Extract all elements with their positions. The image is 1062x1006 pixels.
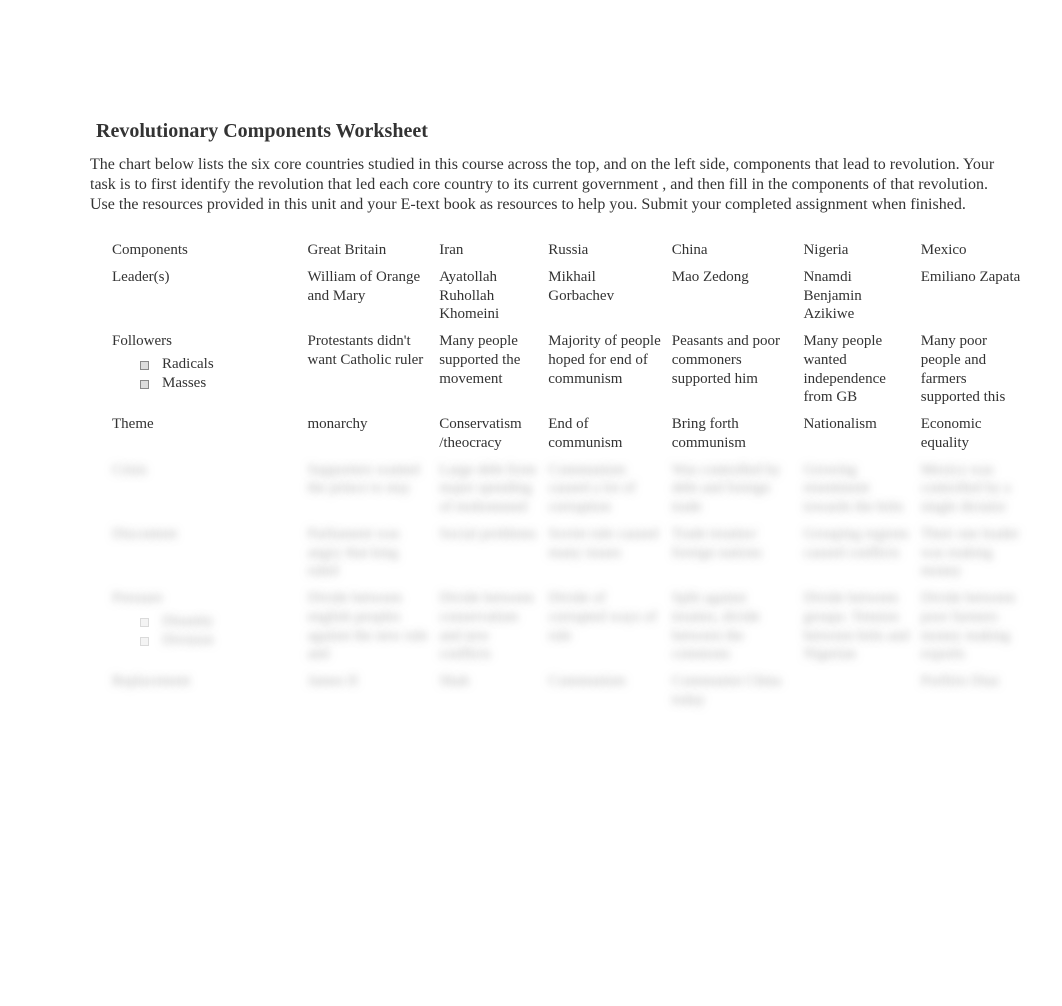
row-label-leaders: Leader(s) <box>108 266 304 330</box>
cell-replacement-iran: Shah <box>435 670 544 716</box>
cell-followers-gb: Protestants didn't want Catholic ruler <box>304 330 436 413</box>
cell-theme-mexico: Economic equality <box>917 413 1030 459</box>
cell-discontent-gb: Parliament was angry that king ruled <box>304 523 436 587</box>
bullet-masses: Masses <box>140 374 300 394</box>
col-header-gb: Great Britain <box>304 239 436 266</box>
cell-pressure-nigeria: Divide between groups. Tension between b… <box>799 587 916 670</box>
followers-bullets: Radicals Masses <box>112 355 300 394</box>
pressure-label: Pressure <box>112 590 163 606</box>
cell-followers-iran: Many people supported the movement <box>435 330 544 413</box>
cell-theme-nigeria: Nationalism <box>799 413 916 459</box>
pressure-bullets: Disunity Division <box>112 612 300 651</box>
cell-theme-gb: monarchy <box>304 413 436 459</box>
cell-leaders-mexico: Emiliano Zapata <box>917 266 1030 330</box>
cell-replacement-russia: Communism <box>544 670 667 716</box>
cell-crisis-china: Was controlled by debt and foreign trade <box>668 459 800 523</box>
table-row-pressure: Pressure Disunity Division Divide betwee… <box>108 587 1030 670</box>
cell-leaders-nigeria: Nnamdi Benjamin Azikiwe <box>799 266 916 330</box>
row-label-followers: Followers Radicals Masses <box>108 330 304 413</box>
cell-followers-mexico: Many poor people and farmers supported t… <box>917 330 1030 413</box>
cell-pressure-mexico: Divide between poor farmers money making… <box>917 587 1030 670</box>
cell-theme-china: Bring forth communism <box>668 413 800 459</box>
cell-followers-nigeria: Many people wanted independence from GB <box>799 330 916 413</box>
cell-theme-iran: Conservatism /theocracy <box>435 413 544 459</box>
table-row-crisis: Crisis Supporters wanted the prince to s… <box>108 459 1030 523</box>
cell-leaders-iran: Ayatollah Ruhollah Khomeini <box>435 266 544 330</box>
col-header-iran: Iran <box>435 239 544 266</box>
bullet-disunity: Disunity <box>140 612 300 632</box>
cell-pressure-iran: Divide between conservatism and new conf… <box>435 587 544 670</box>
table-row-replacement: Replacement James II Shah Communism Comm… <box>108 670 1030 716</box>
col-header-russia: Russia <box>544 239 667 266</box>
bullet-division: Division <box>140 631 300 651</box>
cell-leaders-russia: Mikhail Gorbachev <box>544 266 667 330</box>
instructions-text: The chart below lists the six core count… <box>90 155 1012 215</box>
row-label-crisis: Crisis <box>108 459 304 523</box>
followers-label: Followers <box>112 333 172 349</box>
cell-leaders-gb: William of Orange and Mary <box>304 266 436 330</box>
table-row-discontent: Discontent Parliament was angry that kin… <box>108 523 1030 587</box>
cell-discontent-iran: Social problems <box>435 523 544 587</box>
cell-replacement-gb: James II <box>304 670 436 716</box>
col-header-nigeria: Nigeria <box>799 239 916 266</box>
table-row-theme: Theme monarchy Conservatism /theocracy E… <box>108 413 1030 459</box>
col-header-components: Components <box>108 239 304 266</box>
cell-crisis-russia: Communism caused a lot of corruption <box>544 459 667 523</box>
cell-crisis-nigeria: Growing resentment towards the brits <box>799 459 916 523</box>
cell-discontent-russia: Soviet rule caused many issues <box>544 523 667 587</box>
components-table: Components Great Britain Iran Russia Chi… <box>108 239 1030 716</box>
cell-discontent-mexico: Their one leader was making money <box>917 523 1030 587</box>
table-row-leaders: Leader(s) William of Orange and Mary Aya… <box>108 266 1030 330</box>
cell-followers-russia: Majority of people hoped for end of comm… <box>544 330 667 413</box>
cell-replacement-nigeria <box>799 670 916 716</box>
col-header-mexico: Mexico <box>917 239 1030 266</box>
cell-pressure-russia: Divide of corrupted ways of rule <box>544 587 667 670</box>
cell-crisis-gb: Supporters wanted the prince to stay <box>304 459 436 523</box>
cell-leaders-china: Mao Zedong <box>668 266 800 330</box>
cell-discontent-nigeria: Grouping regions caused conflicts <box>799 523 916 587</box>
row-label-theme: Theme <box>108 413 304 459</box>
cell-theme-russia: End of communism <box>544 413 667 459</box>
page-title: Revolutionary Components Worksheet <box>96 120 1012 143</box>
cell-crisis-iran: Large debt from major spending of mohomm… <box>435 459 544 523</box>
cell-crisis-mexico: Mexico was controlled by a single dictat… <box>917 459 1030 523</box>
cell-pressure-china: Split against treaties, divide between t… <box>668 587 800 670</box>
table-header-row: Components Great Britain Iran Russia Chi… <box>108 239 1030 266</box>
row-label-pressure: Pressure Disunity Division <box>108 587 304 670</box>
bullet-radicals: Radicals <box>140 355 300 375</box>
table-row-followers: Followers Radicals Masses Protestants di… <box>108 330 1030 413</box>
col-header-china: China <box>668 239 800 266</box>
cell-discontent-china: Trade treaties/ foreign nations <box>668 523 800 587</box>
cell-pressure-gb: Divide between english peoples against t… <box>304 587 436 670</box>
cell-followers-china: Peasants and poor commoners supported hi… <box>668 330 800 413</box>
row-label-discontent: Discontent <box>108 523 304 587</box>
cell-replacement-china: Communist China today <box>668 670 800 716</box>
row-label-replacement: Replacement <box>108 670 304 716</box>
cell-replacement-mexico: Porfirio Diaz <box>917 670 1030 716</box>
